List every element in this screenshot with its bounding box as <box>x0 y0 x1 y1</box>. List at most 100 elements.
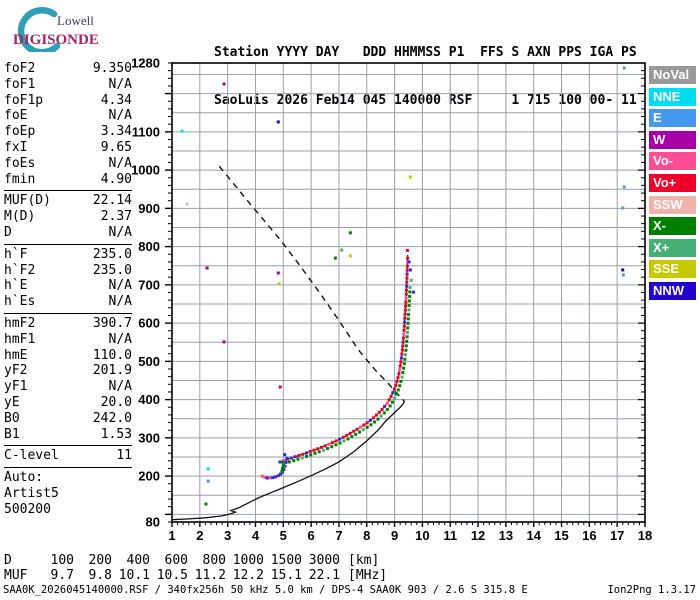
param-row: yF2 201.9 <box>4 363 132 379</box>
o-trace-dot <box>400 352 404 356</box>
x-axis-label: 3 <box>224 528 231 543</box>
x-axis-label: 17 <box>610 528 624 543</box>
scatter-echo-dot <box>621 273 625 277</box>
y-axis-label: 400 <box>138 392 160 407</box>
param-row: MUF(D) 22.14 <box>4 193 132 209</box>
muf-table-cell: 15.1 <box>270 568 302 583</box>
x-trace-dot <box>408 294 412 298</box>
o-trace-dot <box>399 356 403 360</box>
x-trace-dot <box>326 446 330 450</box>
x-trace-dot <box>400 375 404 379</box>
param-row: hmF2 390.7 <box>4 316 132 332</box>
param-row: fmin 4.90 <box>4 172 132 188</box>
o-trace-dot <box>282 459 286 463</box>
param-value: 2.37 <box>100 209 132 225</box>
legend-item-e: E <box>649 109 696 128</box>
param-label: foF1 <box>4 76 36 92</box>
trace-fit-line <box>279 254 409 463</box>
o-trace-dot <box>389 394 393 398</box>
param-label: foEp <box>4 124 36 140</box>
legend-item-ssw: SSW <box>649 195 696 214</box>
o-trace-dot <box>383 404 387 408</box>
scatter-echo-dot <box>276 120 280 124</box>
muf-distance-table: D 100 200 400 600 800 1000 1500 3000 [km] MUF 9.7 9.… <box>4 553 387 583</box>
x-trace-dot <box>321 448 325 452</box>
x-trace-dot <box>406 317 410 321</box>
x-trace-dot <box>396 388 400 392</box>
header-line-1: Station YYYY DAY DDD HHMMSS P1 FFS S AXN… <box>214 45 637 60</box>
muf-table-cell: 10.5 <box>156 568 188 583</box>
muf-table-cell: 9.7 <box>50 568 74 583</box>
x-trace-dot <box>382 411 386 415</box>
scatter-echo-dot <box>222 82 226 86</box>
x-trace-dot <box>407 303 411 307</box>
scatter-echo-dot <box>276 271 280 275</box>
o-trace-dot <box>348 431 352 435</box>
y-axis-label: 600 <box>138 316 160 331</box>
muf-table-cell: 400 <box>126 553 150 568</box>
o-trace-dot <box>368 418 372 422</box>
profile-true-height <box>171 400 405 521</box>
o-trace-dot <box>404 296 408 300</box>
o-trace-dot <box>387 398 391 402</box>
o-trace-dot <box>404 304 408 308</box>
param-label: D <box>4 224 12 240</box>
muf-table-cell: 200 <box>88 553 112 568</box>
param-label: yF2 <box>4 363 28 379</box>
o-trace-dot <box>405 276 409 280</box>
param-label: h`E <box>4 278 28 294</box>
o-trace-dot <box>395 380 399 384</box>
x-trace-dot <box>405 335 409 339</box>
o-trace-dot <box>308 450 312 454</box>
param-value: 4.90 <box>100 171 132 187</box>
param-value: 9.350 <box>92 61 132 76</box>
x-trace-dot <box>334 443 338 447</box>
y-axis-label: 900 <box>138 201 160 216</box>
x-axis-label: 8 <box>363 528 370 543</box>
x-trace-dot <box>342 439 346 443</box>
param-row: foE N/A <box>4 108 132 124</box>
param-row: foF1 N/A <box>4 77 132 93</box>
scatter-echo-dot <box>622 185 626 189</box>
param-row: foF2 9.350 <box>4 61 132 77</box>
scatter-echo-dot <box>348 254 352 258</box>
x-trace-dot <box>358 430 362 434</box>
scatter-echo-dot <box>205 266 209 270</box>
logo-digisonde-text: DIGISONDE <box>13 32 99 48</box>
param-label: yF1 <box>4 379 28 395</box>
o-trace-dot <box>371 416 375 420</box>
panel-divider <box>4 312 132 314</box>
param-label: hmF2 <box>4 315 36 331</box>
scatter-echo-dot <box>408 268 412 272</box>
param-label: B1 <box>4 426 20 442</box>
x-trace-dot <box>309 453 313 457</box>
muf-table-cell: 9.8 <box>88 568 112 583</box>
o-trace-dot <box>341 435 345 439</box>
autoscaling-info-line: 500200 <box>4 501 51 517</box>
autoscaling-info-line: Auto: <box>4 470 44 486</box>
param-value: 11 <box>116 448 132 464</box>
o-trace-dot <box>312 448 316 452</box>
param-row: yF1 N/A <box>4 379 132 395</box>
hook-echo-dot <box>263 475 267 479</box>
hook-echo-dot <box>279 472 283 476</box>
legend-item-nnw: NNW <box>649 281 696 300</box>
param-value: 3.34 <box>100 124 132 140</box>
param-label: h`Es <box>4 294 36 310</box>
x-axis-label: 13 <box>499 528 513 543</box>
x-trace-dot <box>305 454 309 458</box>
x-trace-dot <box>399 379 403 383</box>
param-label: foF1p <box>4 92 44 108</box>
o-trace-dot <box>399 360 403 364</box>
param-value: 201.9 <box>92 363 132 379</box>
o-trace-dot <box>380 408 384 412</box>
o-trace-dot <box>304 451 308 455</box>
o-trace-dot <box>355 427 359 431</box>
o-trace-dot <box>401 344 405 348</box>
param-row: h`F 235.0 <box>4 247 132 263</box>
legend-item-x: X+ <box>649 238 696 257</box>
o-trace-dot <box>327 442 331 446</box>
scatter-echo-dot <box>408 175 412 179</box>
y-axis-label: 300 <box>138 430 160 445</box>
x-trace-dot <box>372 420 376 424</box>
